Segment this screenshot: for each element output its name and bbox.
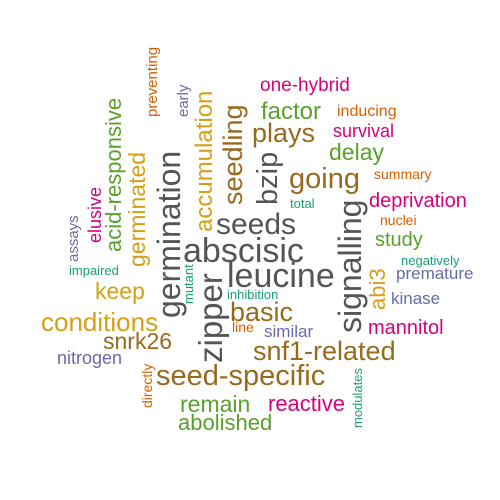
word-abolished: abolished — [178, 410, 273, 435]
word-remain: remain — [180, 391, 251, 417]
word-acid-responsive: acid-responsive — [101, 97, 126, 252]
word-accumulation: accumulation — [191, 90, 218, 232]
word-kinase: kinase — [391, 289, 441, 308]
word-deprivation: deprivation — [369, 190, 467, 212]
word-premature: premature — [396, 264, 474, 283]
word-elusive: elusive — [85, 186, 105, 243]
word-modulates: modulates — [350, 368, 365, 428]
word-negatively: negatively — [401, 253, 460, 268]
word-seeds: seeds — [216, 208, 297, 241]
word-directly: directly — [139, 363, 155, 408]
word-factor: factor — [261, 98, 322, 125]
word-assays: assays — [65, 215, 82, 262]
word-total: total — [290, 196, 315, 211]
word-early: early — [175, 84, 192, 117]
word-survival: survival — [333, 121, 395, 141]
word-inducing: inducing — [337, 103, 397, 120]
word-conditions: conditions — [41, 307, 159, 337]
word-zipper: zipper — [192, 273, 229, 363]
word-preventing: preventing — [144, 46, 161, 117]
word-inhibition: inhibition — [227, 287, 279, 302]
word-germinated: germinated — [124, 151, 150, 267]
word-nuclei: nuclei — [380, 212, 417, 228]
word-delay: delay — [329, 139, 384, 165]
word-abscisic: abscisic — [183, 232, 304, 270]
word-study: study — [375, 229, 423, 251]
word-seedling: seedling — [218, 104, 248, 205]
word-plays: plays — [252, 118, 316, 148]
word-basic: basic — [230, 297, 294, 327]
word-signalling: signalling — [332, 199, 368, 333]
word-line: line — [232, 319, 254, 335]
word-impaired: impaired — [69, 263, 119, 278]
word-abi3: abi3 — [365, 268, 390, 310]
word-reactive: reactive — [268, 391, 346, 416]
word-leucine: leucine — [227, 257, 335, 295]
word-keep: keep — [95, 278, 145, 304]
word-bzip: bzip — [252, 151, 284, 205]
word-seed-specific: seed-specific — [156, 360, 326, 392]
word-snf1-related: snf1-related — [253, 336, 396, 366]
word-mannitol: mannitol — [368, 317, 444, 339]
word-one-hybrid: one-hybrid — [260, 75, 350, 96]
word-similar: similar — [264, 322, 314, 341]
word-going: going — [289, 163, 360, 195]
word-summary: summary — [374, 166, 432, 182]
word-nitrogen: nitrogen — [57, 348, 123, 368]
word-snrk26: snrk26 — [103, 328, 173, 354]
